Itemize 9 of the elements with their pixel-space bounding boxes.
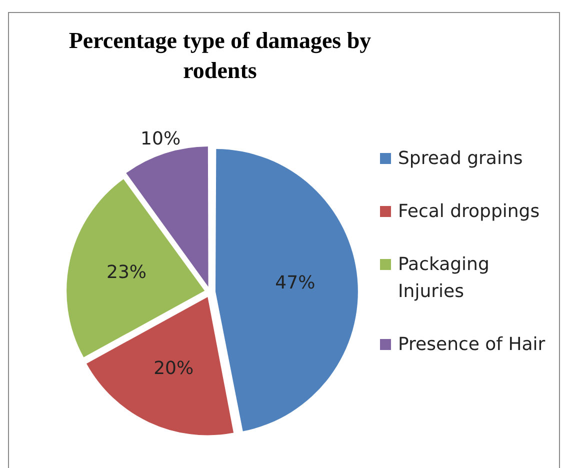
legend-label: Spread grains xyxy=(398,147,523,171)
data-label: 47% xyxy=(275,272,316,294)
data-label: 20% xyxy=(154,358,194,380)
chart-title: Percentage type of damages by rodents xyxy=(68,27,372,85)
data-label: 10% xyxy=(140,128,181,150)
legend-label: Packaging Injuries xyxy=(398,253,490,304)
legend-label: Presence of Hair xyxy=(398,333,546,357)
legend-label: Fecal droppings xyxy=(398,200,540,224)
data-label: 23% xyxy=(106,262,147,284)
